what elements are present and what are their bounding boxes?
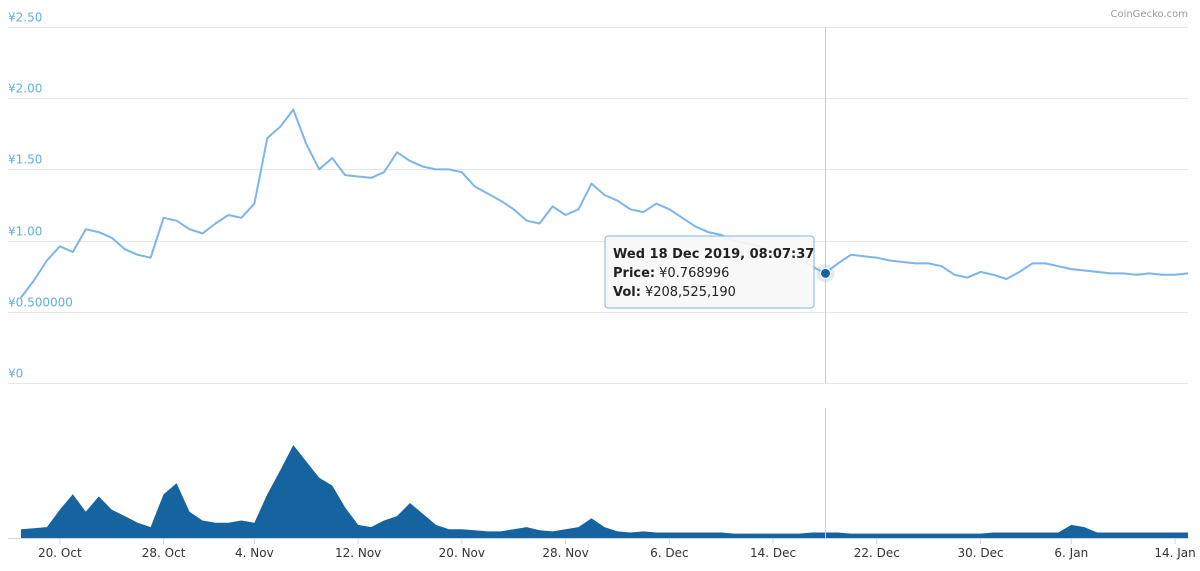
y-tick-label: ¥1.00 <box>8 225 42 239</box>
y-tick-label: ¥0 <box>8 367 23 381</box>
tooltip-vol-label: Vol: <box>613 285 641 300</box>
x-tick-label: 4. Nov <box>235 546 274 560</box>
x-tick-label: 20. Nov <box>439 546 485 560</box>
credits[interactable]: CoinGecko.com <box>1110 9 1188 20</box>
crosshair <box>816 27 835 538</box>
price-series <box>20 108 1189 299</box>
tooltip-box <box>604 235 815 309</box>
hover-marker <box>820 267 831 279</box>
tooltip-title: Wed 18 Dec 2019, 08:07:37 <box>613 247 814 262</box>
price-line <box>20 108 1189 299</box>
y-tick-label: ¥1.50 <box>8 153 42 167</box>
tooltip-vol: Vol: ¥208,525,190 <box>613 285 736 300</box>
x-tick-label: 22. Dec <box>854 546 900 560</box>
x-tick-label: 14. Jan <box>1154 546 1195 560</box>
y-tick-label: ¥0.500000 <box>8 296 73 310</box>
tooltip-price-value: ¥0.768996 <box>659 266 729 281</box>
tooltip-price-label: Price: <box>613 266 655 281</box>
y-tick-label: ¥2.50 <box>8 11 42 25</box>
x-tick-label: 30. Dec <box>957 546 1003 560</box>
tooltip: Wed 18 Dec 2019, 08:07:37 Price: ¥0.76899… <box>604 235 815 309</box>
y-tick-label: ¥2.00 <box>8 82 42 96</box>
x-tick-label: 12. Nov <box>335 546 381 560</box>
volume-area <box>21 445 1188 538</box>
price-y-axis: ¥0 ¥0.500000 ¥1.00 ¥1.50 ¥2.00 ¥2.50 <box>8 11 73 381</box>
x-tick-label: 28. Nov <box>542 546 588 560</box>
x-tick-label: 6. Jan <box>1054 546 1088 560</box>
x-tick-label: 28. Oct <box>142 546 186 560</box>
x-tick-label: 14. Dec <box>750 546 796 560</box>
x-tick-label: 6. Dec <box>650 546 688 560</box>
tooltip-price: Price: ¥0.768996 <box>613 266 729 281</box>
price-gridlines <box>8 27 1188 384</box>
tooltip-vol-value: ¥208,525,190 <box>645 285 736 300</box>
x-tick-label: 20. Oct <box>38 546 82 560</box>
x-axis: 20. Oct 28. Oct 4. Nov 12. Nov 20. Nov 28. No… <box>8 538 1196 560</box>
volume-series <box>21 445 1188 538</box>
